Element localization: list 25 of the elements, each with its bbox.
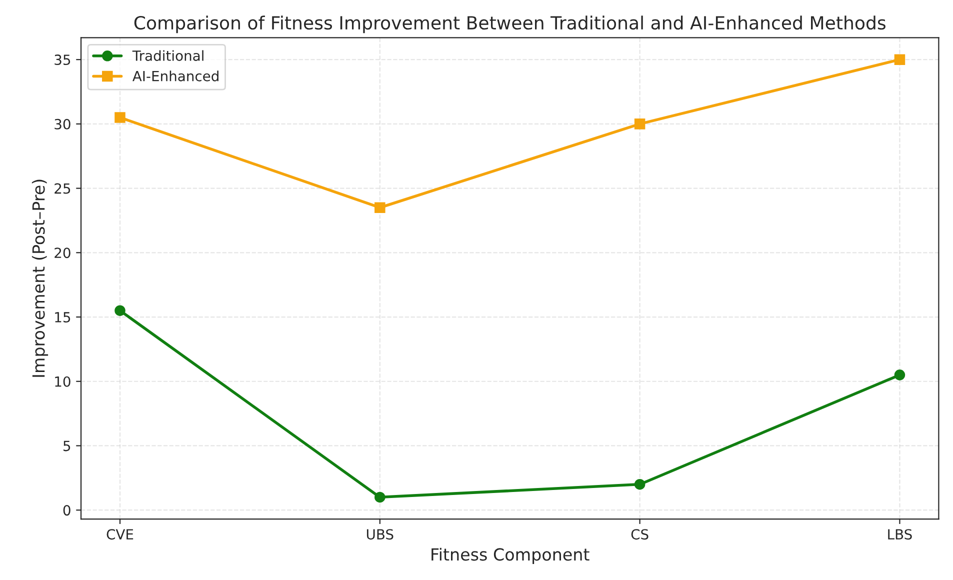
legend-label: Traditional	[132, 50, 204, 61]
y-tick-label: 5	[64, 440, 70, 452]
x-tick-label: CVE	[106, 529, 134, 540]
y-tick-label: 30	[54, 118, 70, 130]
point	[894, 54, 906, 65]
x-tick-label: CS	[631, 529, 648, 540]
x-tick-label: UBS	[366, 529, 394, 540]
legend-label: AI-Enhanced	[132, 70, 218, 82]
point	[634, 478, 646, 490]
x-tick-label: LBS	[888, 529, 912, 540]
y-tick-label: 35	[54, 54, 70, 66]
x-axis-title: Fitness Component	[432, 548, 590, 564]
point	[114, 305, 126, 316]
y-axis-title: Improvement (Post–Pre)	[32, 180, 48, 377]
point	[634, 118, 646, 130]
point	[894, 370, 906, 380]
y-tick-label: 15	[55, 312, 70, 322]
y-tick-label: 20	[54, 248, 70, 258]
y-tick-label: 25	[54, 183, 70, 194]
y-tick-label: 10	[55, 376, 70, 387]
chart-title: Comparison of Fitness Improvement Between Traditional and AI-Enhanced Methods	[134, 16, 886, 34]
point	[114, 112, 126, 123]
point	[374, 492, 386, 503]
y-tick-label: 0	[63, 505, 70, 516]
point	[374, 202, 386, 213]
